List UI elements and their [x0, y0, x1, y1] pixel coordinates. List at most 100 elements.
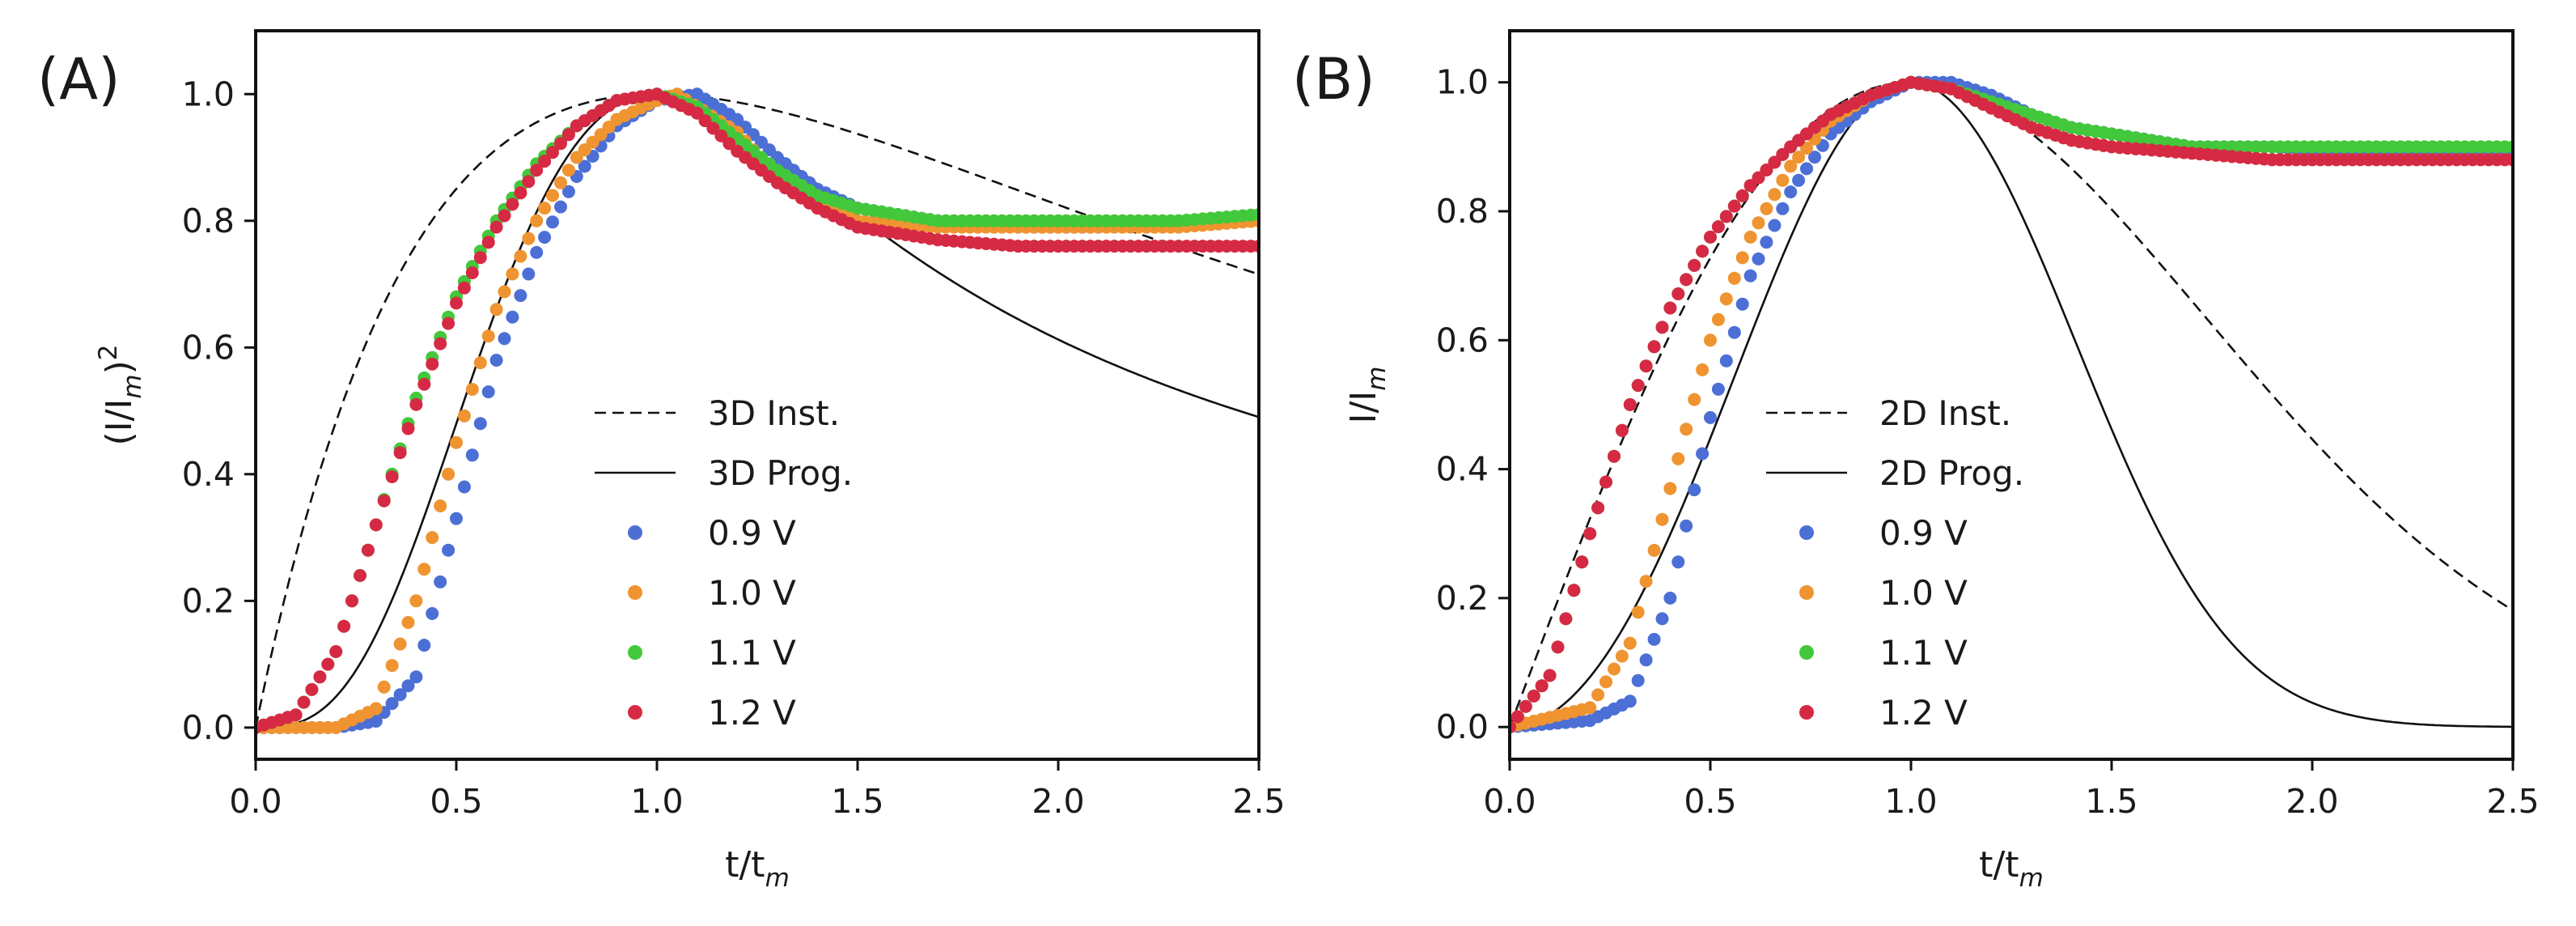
- data-point: [1719, 292, 1733, 306]
- x-axis-label: t/tm: [1979, 844, 2044, 893]
- legend: 3D Inst. 3D Prog. 0.9 V 1.0 V 1.1 V 1.2 V: [595, 393, 853, 733]
- data-point: [1567, 584, 1581, 597]
- data-point: [546, 189, 559, 202]
- legend-label: 1.2 V: [708, 693, 796, 733]
- data-point: [450, 296, 463, 310]
- data-point: [538, 231, 552, 244]
- data-point: [1608, 449, 1621, 463]
- data-point: [329, 645, 343, 658]
- data-point: [522, 232, 536, 245]
- data-point: [514, 186, 527, 200]
- data-point: [409, 670, 423, 684]
- data-point: [1591, 688, 1605, 702]
- legend-label: 1.1 V: [708, 633, 796, 673]
- data-point: [489, 354, 503, 367]
- data-point: [1623, 636, 1637, 650]
- data-point: [1800, 142, 1813, 155]
- data-point: [498, 332, 511, 346]
- data-point: [530, 245, 544, 259]
- data-point: [1639, 359, 1653, 373]
- x-tick-label: 2.0: [2286, 782, 2338, 821]
- data-point: [1599, 475, 1612, 489]
- axes-frame: [1508, 29, 2515, 761]
- data-point: [1776, 202, 1790, 215]
- data-point: [1768, 155, 1782, 169]
- data-point: [1671, 287, 1685, 300]
- data-point: [561, 128, 575, 142]
- data-point: [337, 619, 351, 633]
- data-point: [1735, 297, 1749, 311]
- data-point: [434, 575, 447, 588]
- y-tick-label: 0.2: [1436, 579, 1489, 618]
- data-point: [1639, 575, 1653, 588]
- data-point: [377, 494, 391, 508]
- data-point: [1527, 689, 1540, 703]
- data-point: [481, 236, 495, 249]
- y-tick-label: 0.6: [1436, 321, 1489, 359]
- data-point: [1808, 151, 1821, 164]
- data-point: [498, 285, 511, 299]
- data-point: [1727, 271, 1741, 285]
- data-point: [1543, 669, 1557, 682]
- data-point: [1655, 512, 1669, 526]
- x-tick-label: 0.5: [1684, 782, 1736, 821]
- data-point: [1559, 612, 1573, 626]
- data-point: [434, 337, 447, 350]
- data-point: [561, 164, 575, 177]
- data-point: [457, 409, 471, 423]
- data-point: [1639, 653, 1653, 667]
- data-point: [1743, 230, 1757, 244]
- data-point: [1704, 410, 1717, 424]
- data-point: [554, 176, 567, 189]
- data-point: [297, 695, 311, 709]
- data-point: [354, 569, 366, 582]
- data-point: [1583, 527, 1597, 541]
- data-point: [489, 303, 503, 316]
- data-point: [1784, 159, 1798, 173]
- data-point: [409, 397, 423, 411]
- data-point: [1688, 258, 1701, 272]
- legend-label: 1.1 V: [1879, 633, 1968, 673]
- data-point: [1647, 340, 1661, 354]
- data-point: [554, 137, 567, 151]
- data-point: [1680, 519, 1693, 533]
- data-point: [1535, 679, 1549, 693]
- data-point: [1696, 447, 1710, 461]
- data-point: [514, 289, 527, 303]
- series-points: [1510, 75, 2513, 734]
- data-point: [1735, 189, 1749, 202]
- x-tick-label: 1.5: [2085, 782, 2137, 821]
- data-point: [1704, 230, 1717, 244]
- data-point: [473, 251, 487, 265]
- data-point: [401, 422, 415, 435]
- panel-label: (B): [1292, 46, 1375, 113]
- chart-panel-b: 0.0 0.5 1.0 1.5 2.0 2.5 0.0 0.2 0.4 0.6 0.8 1.0 t/tm…: [1292, 29, 2540, 893]
- data-point: [1776, 173, 1790, 187]
- data-point: [1599, 675, 1612, 689]
- data-point: [321, 657, 335, 671]
- data-point: [1735, 251, 1749, 265]
- y-tick-label: 0.6: [182, 328, 235, 367]
- data-point: [1696, 363, 1710, 376]
- data-point: [1719, 210, 1733, 223]
- axes-frame: [254, 29, 1260, 761]
- data-point: [1680, 273, 1693, 287]
- data-point: [530, 214, 544, 227]
- data-point: [1752, 216, 1765, 230]
- data-point: [1647, 632, 1661, 646]
- data-point: [1647, 543, 1661, 557]
- legend-label: 2D Inst.: [1879, 393, 2011, 433]
- data-point: [1655, 321, 1669, 334]
- legend-label: 1.0 V: [1879, 573, 1968, 613]
- data-point: [1631, 379, 1645, 393]
- data-point: [514, 249, 527, 263]
- data-point: [1608, 662, 1621, 676]
- data-point: [498, 209, 511, 223]
- data-point: [561, 185, 575, 198]
- plot-area: [1510, 75, 2513, 734]
- data-point: [393, 637, 407, 651]
- legend-marker: [628, 585, 642, 600]
- data-point: [409, 594, 423, 608]
- y-axis-label: I/Im: [1343, 367, 1392, 424]
- x-tick-label: 0.0: [229, 782, 282, 821]
